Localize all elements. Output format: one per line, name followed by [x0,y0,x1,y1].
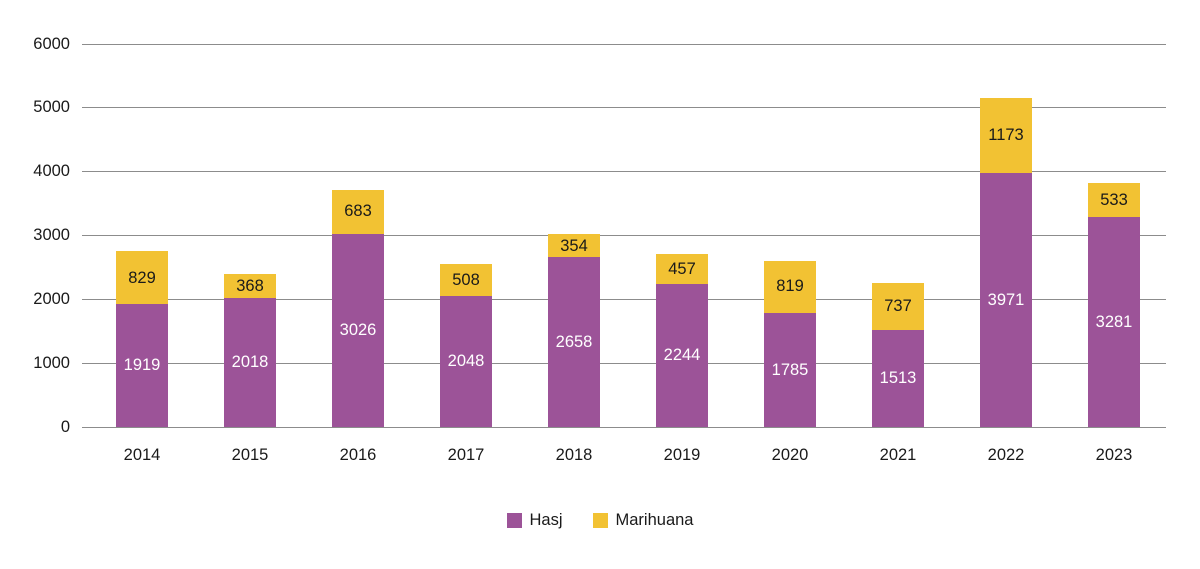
y-axis-tick-label-0: 0 [60,418,70,436]
x-axis-tick-label-2023: 2023 [1095,446,1133,464]
bar-segment-marihuana-2020: 819 [764,260,816,313]
bar-value-label: 2244 [663,346,701,365]
bar-value-label: 683 [344,202,372,221]
bar-value-label: 1919 [123,356,161,375]
bar-segment-marihuana-2021: 737 [872,283,924,331]
bar-value-label: 354 [560,236,588,255]
bar-segment-marihuana-2016: 683 [332,189,384,234]
bar-segment-hasj-2021: 1513 [872,330,924,427]
y-axis-tick-label-4000: 4000 [33,162,70,181]
bar-value-label: 819 [776,277,804,296]
bar-value-label: 2018 [231,353,269,372]
x-axis-tick-label-2022: 2022 [987,446,1025,464]
gridline-5000 [82,107,1166,109]
bar-value-label: 737 [884,297,912,316]
gridline-2000 [82,299,1166,301]
x-axis-tick-label-2015: 2015 [231,446,269,464]
legend-item-marihuana: Marihuana [592,511,694,530]
y-axis-tick-label-2000: 2000 [33,290,70,309]
bar-segment-hasj-2014: 1919 [116,304,168,427]
bar-segment-hasj-2015: 2018 [224,298,276,427]
bar-value-label: 508 [452,270,480,289]
bar-segment-hasj-2017: 2048 [440,296,492,427]
x-axis-tick-label-2018: 2018 [555,446,593,464]
bar-value-label: 2658 [555,332,593,351]
bar-segment-marihuana-2018: 354 [548,234,600,258]
bar-value-label: 3281 [1095,312,1133,331]
y-axis-tick-label-6000: 6000 [33,34,70,53]
bar-value-label: 2048 [447,352,485,371]
bar-segment-hasj-2022: 3971 [980,173,1032,427]
x-axis-tick-label-2020: 2020 [771,446,809,464]
bar-segment-hasj-2020: 1785 [764,312,816,427]
y-axis-tick-label-1000: 1000 [33,354,70,373]
legend-item-hasj: Hasj [506,511,563,530]
x-axis-tick-label-2016: 2016 [339,446,377,464]
bar-value-label: 1513 [879,369,917,388]
y-axis-tick-label-5000: 5000 [33,98,70,117]
x-axis-tick-label-2014: 2014 [123,446,161,464]
bar-value-label: 368 [236,276,264,295]
legend-label-hasj: Hasj [529,511,563,529]
legend-swatch-marihuana [592,513,608,528]
gridline-0 [82,427,1166,428]
x-axis-tick-label-2019: 2019 [663,446,701,464]
bar-segment-marihuana-2015: 368 [224,274,276,298]
legend-label-marihuana: Marihuana [615,511,694,529]
gridline-6000 [82,43,1166,45]
bar-segment-marihuana-2017: 508 [440,263,492,297]
bar-segment-hasj-2016: 3026 [332,233,384,427]
bar-value-label: 829 [128,268,156,287]
x-axis-tick-label-2017: 2017 [447,446,485,464]
x-axis-tick-label-2021: 2021 [879,446,917,464]
legend: Hasj Marihuana [0,511,1200,530]
bar-value-label: 3971 [987,290,1025,309]
bar-segment-hasj-2023: 3281 [1088,217,1140,427]
bar-segment-hasj-2018: 2658 [548,257,600,427]
bar-segment-marihuana-2023: 533 [1088,183,1140,218]
bar-value-label: 533 [1100,191,1128,209]
gridline-1000 [82,363,1166,365]
gridline-3000 [82,235,1166,237]
y-axis-tick-label-3000: 3000 [33,226,70,245]
bar-segment-marihuana-2014: 829 [116,251,168,305]
gridline-4000 [82,171,1166,173]
legend-swatch-hasj [506,513,522,528]
bar-segment-marihuana-2022: 1173 [980,98,1032,174]
bar-segment-marihuana-2019: 457 [656,254,708,284]
bar-value-label: 1173 [988,126,1024,145]
bar-value-label: 3026 [339,321,377,340]
bar-segment-hasj-2019: 2244 [656,283,708,427]
bar-value-label: 1785 [771,360,809,379]
bar-value-label: 457 [668,259,696,278]
